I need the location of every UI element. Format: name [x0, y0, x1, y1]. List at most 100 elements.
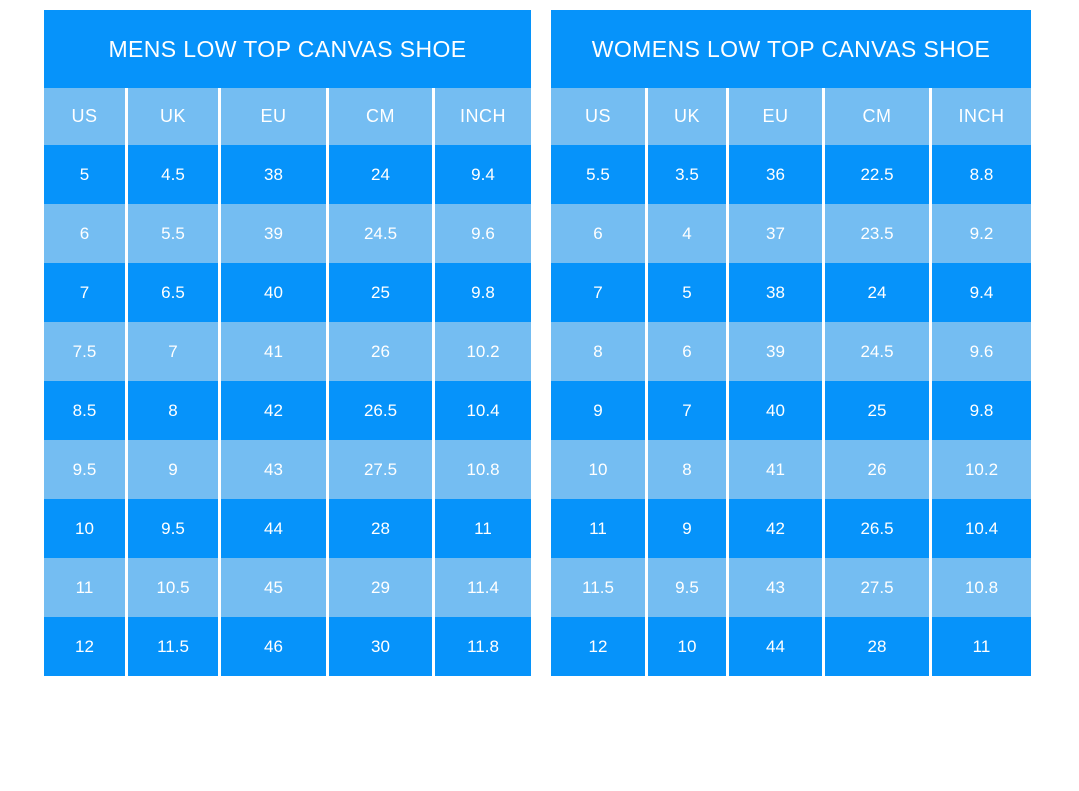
- cell-us: 8.5: [72, 400, 97, 420]
- cell-us: 6: [79, 223, 90, 243]
- table-row: 8 6 39 24.5 9.6: [551, 322, 1031, 381]
- cell-inch: 10.8: [432, 440, 531, 499]
- cell-eu: 42: [218, 381, 326, 440]
- cell-uk: 5.5: [125, 204, 218, 263]
- cell-us: 7.5: [72, 341, 97, 361]
- cell-cm: 24: [822, 263, 929, 322]
- cell-inch: 9.8: [432, 263, 531, 322]
- cell-eu: 43: [218, 440, 326, 499]
- table-row: 11 9 42 26.5 10.4: [551, 499, 1031, 558]
- mens-chart-title: MENS LOW TOP CANVAS SHOE: [44, 10, 531, 88]
- table-header-row: US UK EU CM INCH: [44, 88, 531, 145]
- cell-cm: 28: [822, 617, 929, 676]
- cell-cm: 28: [326, 499, 432, 558]
- cell-inch: 10.4: [432, 381, 531, 440]
- cell-uk: 8: [125, 381, 218, 440]
- table-row: 11.5 9.5 43 27.5 10.8: [551, 558, 1031, 617]
- table-row: 12 11.5 46 30 11.8: [44, 617, 531, 676]
- cell-uk: 5: [645, 263, 726, 322]
- cell-inch: 10.8: [929, 558, 1031, 617]
- cell-cm: 27.5: [822, 558, 929, 617]
- cell-eu: 43: [726, 558, 822, 617]
- table-row: 6 4 37 23.5 9.2: [551, 204, 1031, 263]
- cell-uk: 10.5: [125, 558, 218, 617]
- cell-cm: 26: [326, 322, 432, 381]
- cell-eu: 40: [726, 381, 822, 440]
- cell-uk: 9.5: [125, 499, 218, 558]
- cell-uk: 11.5: [125, 617, 218, 676]
- cell-inch: 11: [929, 617, 1031, 676]
- cell-eu: 37: [726, 204, 822, 263]
- cell-us: 12: [588, 636, 608, 656]
- cell-us: 11: [589, 518, 607, 538]
- cell-uk: 4.5: [125, 145, 218, 204]
- cell-uk: 6.5: [125, 263, 218, 322]
- cell-cm: 22.5: [822, 145, 929, 204]
- cell-cm: 24.5: [326, 204, 432, 263]
- table-row: 5.5 3.5 36 22.5 8.8: [551, 145, 1031, 204]
- cell-cm: 29: [326, 558, 432, 617]
- cell-cm: 24: [326, 145, 432, 204]
- column-header-inch: INCH: [929, 88, 1031, 145]
- cell-us: 5.5: [586, 164, 610, 184]
- cell-us: 11.5: [582, 577, 614, 597]
- cell-uk: 8: [645, 440, 726, 499]
- cell-inch: 11.4: [432, 558, 531, 617]
- cell-us: 5: [79, 164, 90, 184]
- cell-us: 10: [588, 459, 608, 479]
- cell-us: 10: [75, 518, 94, 538]
- cell-uk: 9: [645, 499, 726, 558]
- table-row: 9 7 40 25 9.8: [551, 381, 1031, 440]
- cell-us: 7: [79, 282, 90, 302]
- column-header-inch: INCH: [432, 88, 531, 145]
- cell-inch: 10.2: [929, 440, 1031, 499]
- cell-inch: 9.6: [432, 204, 531, 263]
- cell-inch: 9.4: [929, 263, 1031, 322]
- cell-uk: 7: [125, 322, 218, 381]
- column-header-uk: UK: [125, 88, 218, 145]
- cell-eu: 41: [726, 440, 822, 499]
- cell-cm: 25: [822, 381, 929, 440]
- cell-inch: 11: [432, 499, 531, 558]
- cell-eu: 44: [726, 617, 822, 676]
- cell-eu: 38: [726, 263, 822, 322]
- table-row: 9.5 9 43 27.5 10.8: [44, 440, 531, 499]
- cell-inch: 10.2: [432, 322, 531, 381]
- cell-eu: 46: [218, 617, 326, 676]
- cell-eu: 38: [218, 145, 326, 204]
- cell-cm: 26.5: [326, 381, 432, 440]
- table-row: 11 10.5 45 29 11.4: [44, 558, 531, 617]
- cell-inch: 9.8: [929, 381, 1031, 440]
- cell-cm: 23.5: [822, 204, 929, 263]
- cell-eu: 39: [218, 204, 326, 263]
- table-row: 12 10 44 28 11: [551, 617, 1031, 676]
- cell-us: 6: [593, 223, 603, 243]
- table-row: 10 8 41 26 10.2: [551, 440, 1031, 499]
- column-header-cm: CM: [326, 88, 432, 145]
- mens-size-chart: MENS LOW TOP CANVAS SHOE US UK EU CM INCH 5 4.…: [44, 10, 531, 676]
- cell-eu: 40: [218, 263, 326, 322]
- table-row: 5 4.5 38 24 9.4: [44, 145, 531, 204]
- cell-us: 12: [75, 636, 94, 656]
- cell-us: 9.5: [72, 459, 97, 479]
- cell-cm: 26.5: [822, 499, 929, 558]
- cell-cm: 26: [822, 440, 929, 499]
- cell-us: 11: [75, 577, 94, 597]
- column-header-eu: EU: [726, 88, 822, 145]
- table-row: 7.5 7 41 26 10.2: [44, 322, 531, 381]
- cell-cm: 30: [326, 617, 432, 676]
- cell-cm: 24.5: [822, 322, 929, 381]
- womens-chart-title: WOMENS LOW TOP CANVAS SHOE: [551, 10, 1031, 88]
- table-header-row: US UK EU CM INCH: [551, 88, 1031, 145]
- cell-eu: 42: [726, 499, 822, 558]
- cell-us: 9: [593, 400, 603, 420]
- cell-eu: 39: [726, 322, 822, 381]
- cell-inch: 10.4: [929, 499, 1031, 558]
- cell-cm: 25: [326, 263, 432, 322]
- table-row: 8.5 8 42 26.5 10.4: [44, 381, 531, 440]
- cell-inch: 8.8: [929, 145, 1031, 204]
- column-header-uk: UK: [645, 88, 726, 145]
- column-header-eu: EU: [218, 88, 326, 145]
- cell-inch: 11.8: [432, 617, 531, 676]
